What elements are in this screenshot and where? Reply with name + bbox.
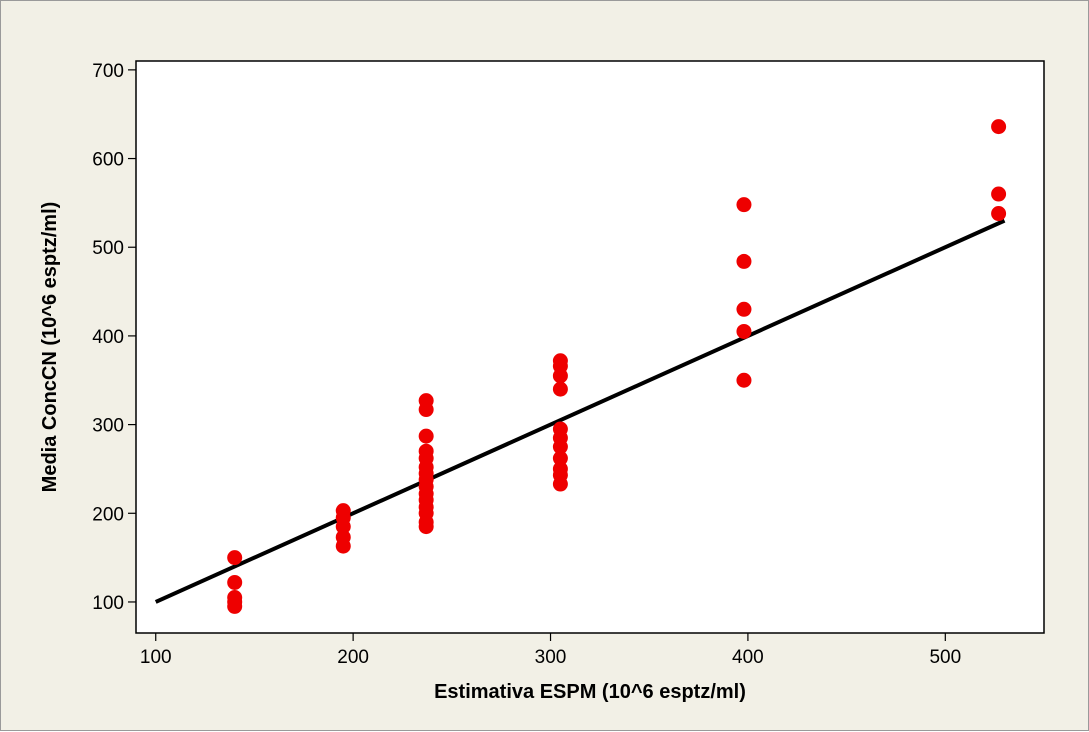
data-point bbox=[335, 519, 351, 535]
y-tick-label: 700 bbox=[92, 61, 124, 82]
fit-line bbox=[154, 218, 1006, 604]
x-tick-label: 200 bbox=[337, 647, 369, 668]
data-points bbox=[227, 119, 1007, 614]
x-axis-title: Estimativa ESPM (10^6 esptz/ml) bbox=[434, 681, 746, 703]
y-axis-title: Media ConcCN (10^6 esptz/ml) bbox=[39, 202, 61, 493]
data-point bbox=[736, 372, 752, 388]
data-point bbox=[991, 206, 1007, 222]
data-point bbox=[227, 550, 243, 566]
x-tick-label: 500 bbox=[929, 647, 961, 668]
data-point bbox=[418, 519, 434, 535]
plot-area bbox=[135, 60, 1045, 634]
y-tick-label: 400 bbox=[92, 327, 124, 348]
x-tick-label: 100 bbox=[140, 647, 172, 668]
data-point bbox=[552, 439, 568, 455]
x-tick-label: 300 bbox=[535, 647, 567, 668]
data-point bbox=[736, 253, 752, 269]
data-point bbox=[227, 574, 243, 590]
y-tick-label: 500 bbox=[92, 238, 124, 259]
y-tick-label: 600 bbox=[92, 150, 124, 171]
data-point bbox=[227, 598, 243, 614]
data-point bbox=[991, 186, 1007, 202]
data-point bbox=[418, 428, 434, 444]
x-tick-label: 400 bbox=[732, 647, 764, 668]
y-tick-label: 100 bbox=[92, 593, 124, 614]
y-tick-label: 300 bbox=[92, 416, 124, 437]
data-point bbox=[552, 476, 568, 492]
data-point bbox=[552, 368, 568, 384]
data-point bbox=[335, 538, 351, 554]
data-point bbox=[552, 450, 568, 466]
data-point bbox=[736, 197, 752, 213]
data-point bbox=[418, 402, 434, 418]
data-point bbox=[991, 119, 1007, 135]
y-axis: 100 200 300 400 500 600 700 bbox=[92, 61, 136, 614]
data-point bbox=[552, 381, 568, 397]
x-axis: 100 200 300 400 500 bbox=[140, 633, 961, 668]
data-point bbox=[736, 323, 752, 339]
data-point bbox=[736, 301, 752, 317]
y-tick-label: 200 bbox=[92, 504, 124, 525]
